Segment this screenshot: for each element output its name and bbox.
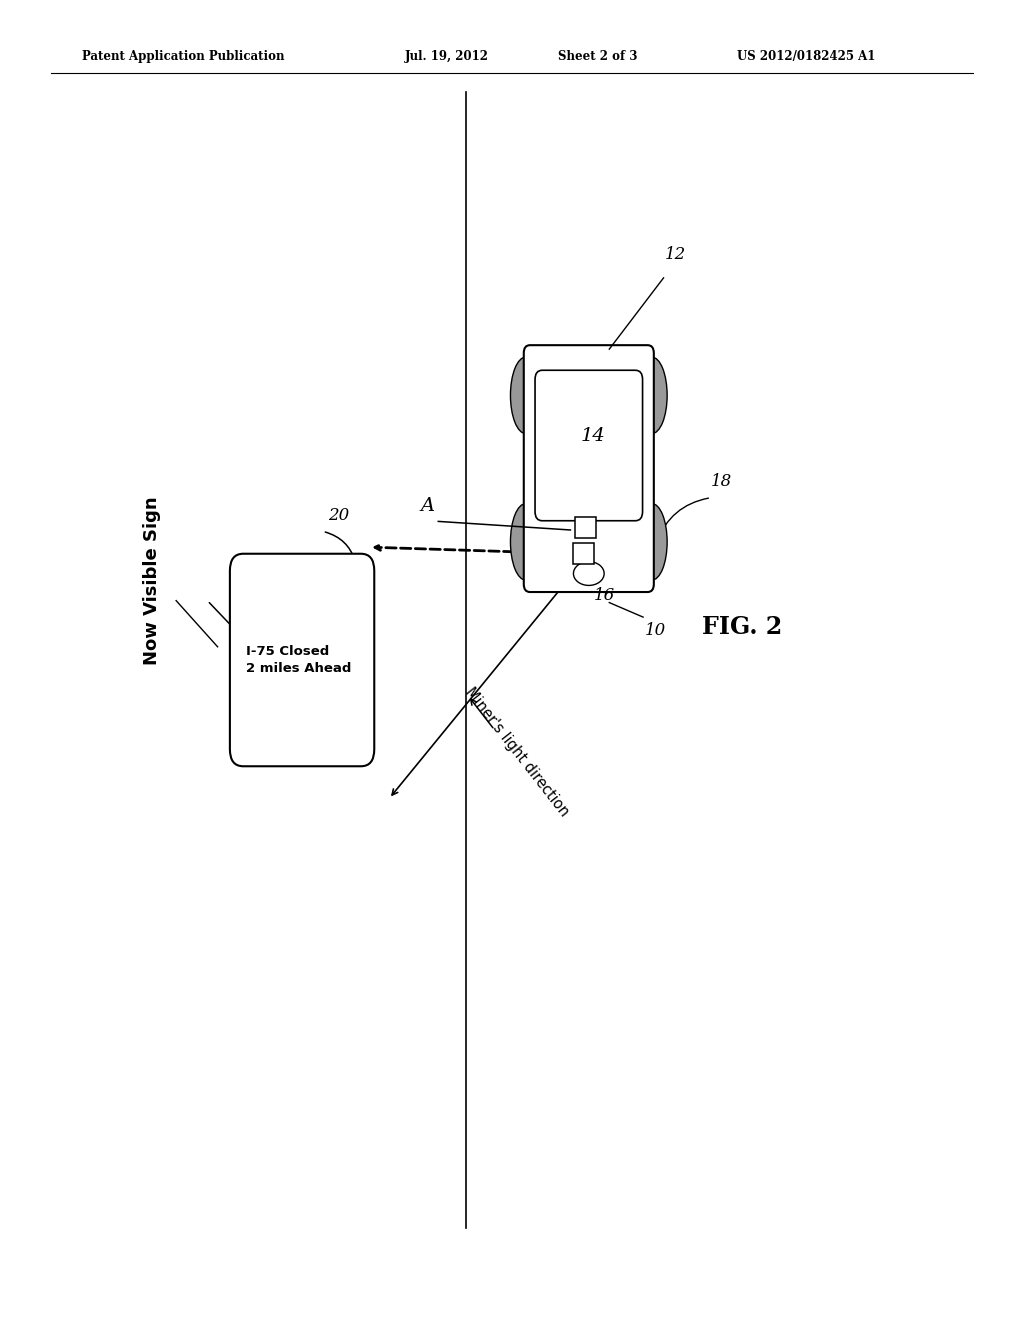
Text: 18: 18	[711, 474, 732, 490]
Text: US 2012/0182425 A1: US 2012/0182425 A1	[737, 50, 876, 63]
Text: Patent Application Publication: Patent Application Publication	[82, 50, 285, 63]
Bar	[575, 516, 596, 539]
Text: 14: 14	[581, 426, 605, 445]
Text: Sheet 2 of 3: Sheet 2 of 3	[558, 50, 638, 63]
Ellipse shape	[510, 503, 541, 581]
Text: Jul. 19, 2012: Jul. 19, 2012	[404, 50, 488, 63]
Text: FIG. 2: FIG. 2	[702, 615, 782, 639]
Text: I-75 Closed
2 miles Ahead: I-75 Closed 2 miles Ahead	[247, 645, 351, 675]
Bar	[573, 544, 594, 565]
Text: A: A	[421, 496, 435, 515]
Text: Now Visible Sign: Now Visible Sign	[142, 496, 161, 665]
Text: 16: 16	[594, 587, 614, 605]
Text: 10: 10	[645, 622, 666, 639]
Ellipse shape	[636, 503, 668, 581]
Text: Miner's light direction: Miner's light direction	[462, 685, 572, 820]
Text: 20: 20	[328, 507, 349, 524]
FancyBboxPatch shape	[535, 370, 643, 520]
FancyBboxPatch shape	[523, 346, 653, 591]
Ellipse shape	[636, 356, 668, 433]
Text: 12: 12	[666, 246, 686, 263]
Ellipse shape	[573, 561, 604, 586]
FancyBboxPatch shape	[229, 554, 375, 766]
Ellipse shape	[510, 356, 541, 433]
